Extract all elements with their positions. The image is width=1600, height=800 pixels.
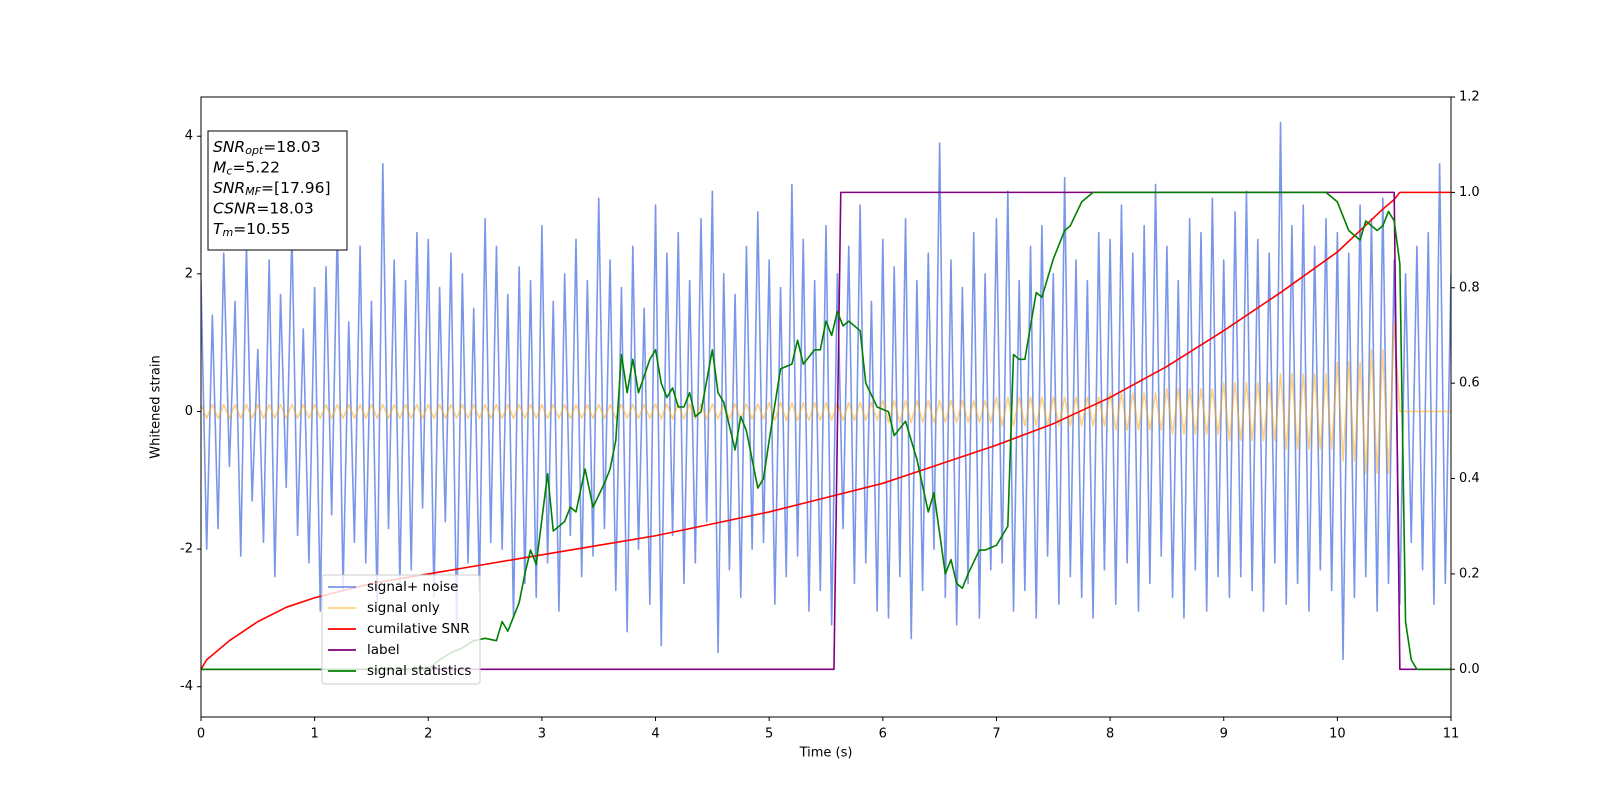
y-tick-label: -2 — [180, 542, 193, 557]
annotation-subscript: opt — [245, 144, 264, 157]
annotation-value: =18.03 — [263, 138, 320, 156]
legend-label: signal statistics — [367, 663, 471, 679]
y2-tick-label: 1.2 — [1459, 90, 1480, 105]
annotation-line: Mc=5.22 — [213, 158, 280, 178]
y-tick-label: 0 — [185, 404, 193, 419]
legend-label: cumilative SNR — [367, 621, 470, 637]
x-tick-label: 10 — [1329, 727, 1346, 742]
x-axis-label: Time (s) — [799, 746, 853, 761]
plot-area — [201, 121, 1451, 671]
annotation-symbol: T — [213, 220, 224, 238]
legend-label: label — [367, 642, 400, 658]
y2-tick-label: 0.0 — [1459, 662, 1480, 677]
series-line — [201, 321, 1451, 475]
annotation-line: SNRopt=18.03 — [213, 138, 321, 158]
y2-tick-label: 0.6 — [1459, 376, 1480, 391]
y-tick-label: 4 — [185, 129, 193, 144]
y-tick-label: -4 — [180, 679, 193, 694]
annotation-box — [207, 130, 348, 251]
x-tick-label: 3 — [538, 727, 546, 742]
annotation-value: =18.03 — [256, 199, 313, 217]
annotation-line: CSNR=18.03 — [213, 199, 314, 217]
annotation-value: =10.55 — [233, 220, 290, 238]
annotation-line: SNRMF=[17.96] — [213, 179, 331, 199]
annotation-subscript: m — [222, 226, 233, 239]
y2-tick-label: 0.8 — [1459, 280, 1480, 295]
annotation-value: =[17.96] — [261, 179, 330, 197]
x-tick-label: 1 — [310, 727, 318, 742]
annotation-subscript: MF — [245, 185, 261, 198]
legend-label: signal+ noise — [367, 579, 458, 595]
x-tick-label: 11 — [1443, 727, 1460, 742]
axes-frame — [200, 96, 1452, 718]
x-tick-label: 5 — [765, 727, 773, 742]
x-tick-label: 2 — [424, 727, 432, 742]
y2-tick-label: 0.4 — [1459, 471, 1480, 486]
annotation-symbol: SNR — [213, 138, 245, 156]
x-tick-label: 4 — [651, 727, 659, 742]
annotation-symbol: M — [213, 158, 226, 176]
series-line — [201, 121, 1451, 660]
series-line — [201, 191, 1451, 671]
annotation-symbol: SNR — [213, 179, 245, 197]
annotation-value: =5.22 — [232, 158, 280, 176]
x-tick-label: 6 — [879, 727, 887, 742]
y-axis-label: Whitened strain — [149, 355, 164, 458]
annotation-subscript: c — [226, 165, 232, 178]
y-tick-label: 2 — [185, 266, 193, 281]
annotation-symbol: CSNR — [213, 199, 256, 217]
x-tick-label: 0 — [197, 727, 205, 742]
x-tick-label: 7 — [992, 727, 1000, 742]
x-tick-label: 9 — [1220, 727, 1228, 742]
annotation-line: Tm=10.55 — [213, 220, 291, 240]
y2-tick-label: 0.2 — [1459, 566, 1480, 581]
legend-label: signal only — [367, 600, 440, 616]
legend-box — [321, 574, 481, 685]
series-line — [201, 191, 1451, 670]
x-tick-label: 8 — [1106, 727, 1114, 742]
y2-tick-label: 1.0 — [1459, 185, 1480, 200]
